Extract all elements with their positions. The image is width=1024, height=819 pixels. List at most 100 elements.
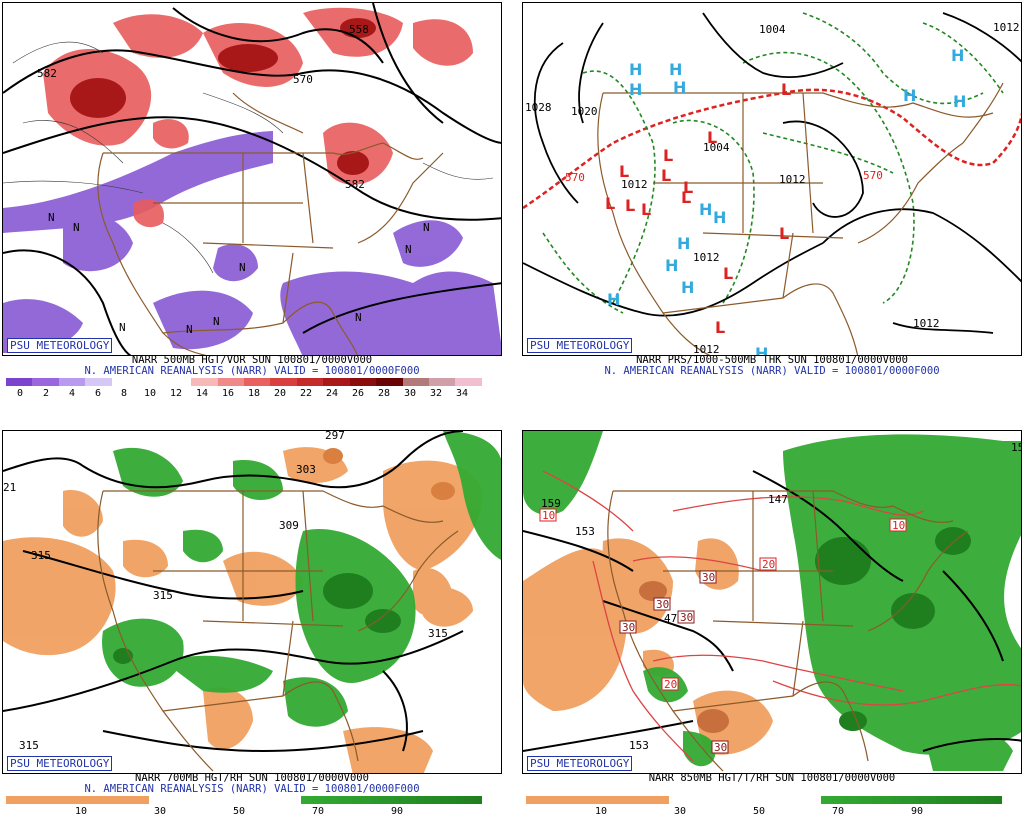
low-pressure-center: L xyxy=(661,166,671,185)
colorbar-swatch xyxy=(111,378,139,386)
height-label: 558 xyxy=(349,23,369,36)
high-pressure-center: H xyxy=(629,60,642,79)
svg-text:20: 20 xyxy=(664,678,677,691)
colorbar-tick: 50 xyxy=(232,806,246,817)
rh-colorbar-ticks: 10 30 50 70 90 xyxy=(6,806,482,818)
colorbar-tick: 18 xyxy=(247,388,261,399)
colorbar-tick: 70 xyxy=(831,806,845,817)
temperature-label: 20 xyxy=(759,557,777,571)
map-700mb-rh: 297 303 309 315 315 315 315 21 PSU METEO… xyxy=(2,430,502,774)
height-label: 303 xyxy=(296,463,316,476)
colorbar-swatch xyxy=(191,378,218,386)
map-850mb-rh: 159 153 147 153 15 10 10 20 20 30 30 30 … xyxy=(522,430,1022,774)
colorbar-swatch xyxy=(85,378,112,386)
vort-min-label: N xyxy=(186,323,193,336)
temperature-label: 30 xyxy=(711,740,729,754)
svg-text:30: 30 xyxy=(714,741,727,754)
rh-colorbar xyxy=(6,796,482,804)
caption-valid: N. AMERICAN REANALYSIS (NARR) VALID = 10… xyxy=(84,783,420,795)
caption-title: NARR PRS/1000-500MB THK SUN 100801/0000V… xyxy=(636,354,908,366)
colorbar-swatch xyxy=(323,378,350,386)
svg-text:30: 30 xyxy=(702,571,715,584)
isobar-label: 1012 xyxy=(913,317,940,330)
vort-min-label: N xyxy=(73,221,80,234)
credit-label: PSU METEOROLOGY xyxy=(7,338,113,353)
vort-min-label: N xyxy=(423,221,430,234)
caption-valid: N. AMERICAN REANALYSIS (NARR) VALID = 10… xyxy=(604,365,940,377)
vort-min-label: N xyxy=(213,315,220,328)
colorbar-tick: 20 xyxy=(273,388,287,399)
panel-pressure-thickness: 1028 1020 1004 1012 1012 1012 1012 1012 … xyxy=(522,2,1022,402)
temperature-label: 30 xyxy=(619,620,637,634)
colorbar-tick: 90 xyxy=(910,806,924,817)
temperature-label: 10 xyxy=(539,508,557,522)
high-pressure-center: H xyxy=(953,92,966,111)
colorbar-tick: 0 xyxy=(16,388,24,399)
height-label: 315 xyxy=(428,627,448,640)
temperature-label: 30 xyxy=(699,570,717,584)
high-pressure-center: H xyxy=(699,200,712,219)
colorbar-tick: 16 xyxy=(221,388,235,399)
colorbar-tick: 24 xyxy=(325,388,339,399)
temperature-label: 10 xyxy=(889,518,907,532)
panel-500mb: 582 570 558 582 N N N N N N N N N PSU ME… xyxy=(2,2,502,402)
rh700-map-graphic: 297 303 309 315 315 315 315 21 xyxy=(3,431,501,773)
colorbar-tick: 50 xyxy=(752,806,766,817)
isobar-label: 1012 xyxy=(693,343,720,356)
low-pressure-center: L xyxy=(641,200,651,219)
isobar-label: 1004 xyxy=(759,23,786,36)
colorbar-swatch xyxy=(6,378,33,386)
colorbar-tick: 10 xyxy=(594,806,608,817)
high-pressure-center: H xyxy=(951,46,964,65)
svg-text:30: 30 xyxy=(622,621,635,634)
height-label: 15 xyxy=(1011,441,1022,454)
low-pressure-center: L xyxy=(619,162,629,181)
low-pressure-center: L xyxy=(663,146,673,165)
colorbar-swatch xyxy=(217,378,244,386)
vorticity-map-graphic: 582 570 558 582 N N N N N N N N N xyxy=(3,3,501,355)
colorbar-swatch xyxy=(296,378,324,386)
isobar-label: 1012 xyxy=(693,251,720,264)
colorbar-tick: 30 xyxy=(673,806,687,817)
credit-label: PSU METEOROLOGY xyxy=(7,756,113,771)
low-pressure-center: L xyxy=(779,224,789,243)
high-pressure-center: H xyxy=(673,78,686,97)
temperature-label: 20 xyxy=(661,677,679,691)
colorbar-tick: 26 xyxy=(351,388,365,399)
svg-text:20: 20 xyxy=(762,558,775,571)
panel-850mb: 159 153 147 153 15 10 10 20 20 30 30 30 … xyxy=(522,430,1022,819)
colorbar-tick: 14 xyxy=(195,388,209,399)
isobar-label: 1028 xyxy=(525,101,552,114)
height-label: 570 xyxy=(293,73,313,86)
caption-title: NARR 850MB HGT/T/RH SUN 100801/0000V000 xyxy=(648,772,896,784)
height-label: 582 xyxy=(345,178,365,191)
rh850-map-graphic: 159 153 147 153 15 10 10 20 20 30 30 30 … xyxy=(523,431,1022,772)
caption-title: NARR 500MB HGT/VOR SUN 100801/0000V000 xyxy=(131,354,373,366)
high-pressure-center: H xyxy=(607,290,620,309)
colorbar-tick: 8 xyxy=(120,388,128,399)
rh-colorbar xyxy=(526,796,1002,804)
high-pressure-center: H xyxy=(681,278,694,297)
svg-text:30: 30 xyxy=(680,611,693,624)
low-pressure-center: L xyxy=(683,178,693,197)
colorbar-tick: 2 xyxy=(42,388,50,399)
vort-min-label: N xyxy=(405,243,412,256)
height-label: 315 xyxy=(19,739,39,752)
colorbar-tick: 90 xyxy=(390,806,404,817)
colorbar-swatch xyxy=(58,378,86,386)
low-pressure-center: L xyxy=(681,188,691,207)
colorbar-tick: 12 xyxy=(169,388,183,399)
vort-min-label: N xyxy=(119,321,126,334)
colorbar-swatch xyxy=(164,378,192,386)
svg-text:30: 30 xyxy=(656,598,669,611)
colorbar-tick: 32 xyxy=(429,388,443,399)
colorbar-tick: 34 xyxy=(455,388,469,399)
colorbar-swatch xyxy=(376,378,403,386)
low-pressure-center: L xyxy=(723,264,733,283)
credit-label: PSU METEOROLOGY xyxy=(527,756,633,771)
high-pressure-center: H xyxy=(665,256,678,275)
colorbar-swatch xyxy=(243,378,271,386)
high-pressure-center: H xyxy=(755,344,768,356)
height-label: 315 xyxy=(31,549,51,562)
colorbar-swatch xyxy=(32,378,59,386)
